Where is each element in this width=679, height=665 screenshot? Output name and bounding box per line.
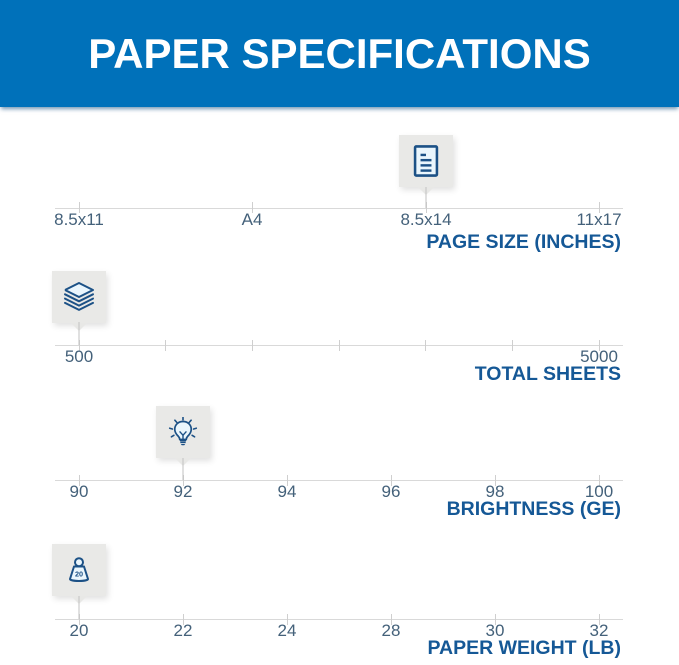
svg-text:20: 20 [75,570,83,579]
